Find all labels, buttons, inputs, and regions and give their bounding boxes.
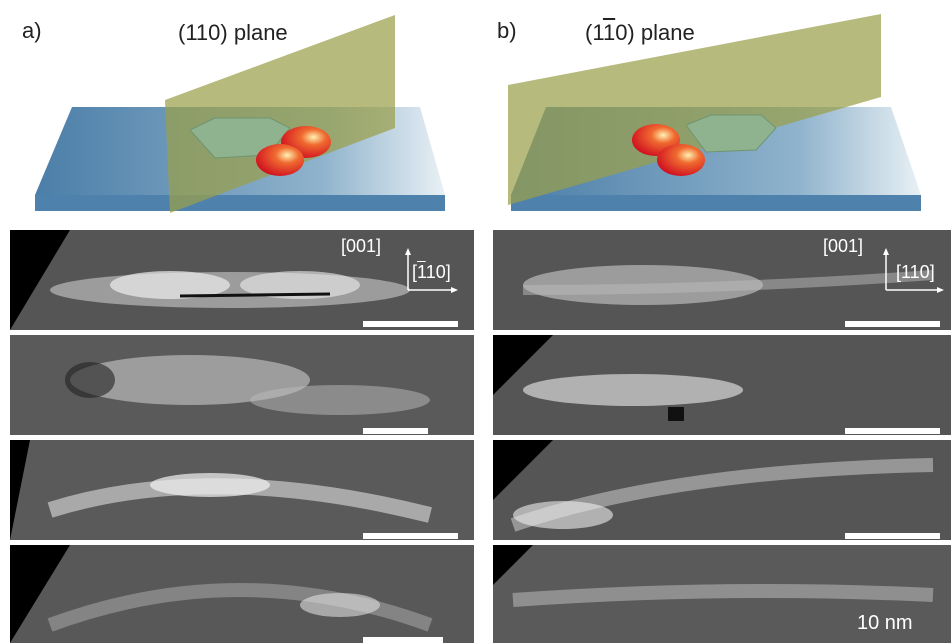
stm-image-a3 — [10, 440, 474, 540]
quantum-dot-2 — [657, 144, 705, 176]
stm-image-a4 — [10, 545, 474, 643]
panel-b-title-part1: (1 — [585, 20, 603, 45]
stm-image-a2 — [10, 335, 474, 435]
panel-a-label: a) — [22, 18, 42, 43]
scale-bar-b3 — [845, 533, 940, 539]
scale-bar-a4 — [363, 637, 443, 643]
stm-image-b3 — [493, 440, 951, 540]
substrate-side — [35, 195, 445, 211]
panel-a-title: (110) plane — [178, 20, 288, 45]
cut-plane — [508, 14, 881, 205]
stm-image-a1 — [10, 230, 474, 330]
scale-bar-a1 — [363, 321, 458, 327]
axis-arrows-b — [883, 248, 944, 293]
stm-image-b2 — [493, 335, 951, 435]
substrate-side — [511, 195, 921, 211]
axis-b-horizontal: [110] — [896, 262, 935, 282]
scale-bar-a3 — [363, 533, 458, 539]
axis-a-horizontal: [110] — [412, 262, 451, 283]
panel-b-title-part2: 0) plane — [615, 20, 695, 45]
axis-a-horizontal-open: [ — [412, 262, 418, 282]
panel-b-label: b) — [497, 18, 517, 43]
panel-b-title-bar: 1 — [602, 20, 616, 45]
axis-a-horizontal-bar: 1 — [417, 262, 426, 282]
scale-bar-a2 — [363, 428, 428, 434]
stm-image-b4 — [493, 545, 951, 643]
scale-bar-text: 10 nm — [857, 612, 913, 634]
cut-plane — [165, 15, 395, 213]
axis-a-horizontal-close: 10] — [425, 262, 451, 282]
axis-a-vertical: [001] — [341, 236, 382, 256]
panel-b-title: (110) plane — [585, 20, 695, 46]
axis-b-vertical: [001] — [823, 236, 864, 256]
nanowire — [685, 114, 777, 153]
schematic-a — [35, 15, 445, 213]
scale-bar-b1 — [845, 321, 940, 327]
axis-arrows-a — [405, 248, 458, 293]
schematic-b — [508, 14, 921, 211]
scale-bar-b2 — [845, 428, 940, 434]
quantum-dot-2 — [256, 144, 304, 176]
stm-image-b1 — [493, 230, 951, 330]
